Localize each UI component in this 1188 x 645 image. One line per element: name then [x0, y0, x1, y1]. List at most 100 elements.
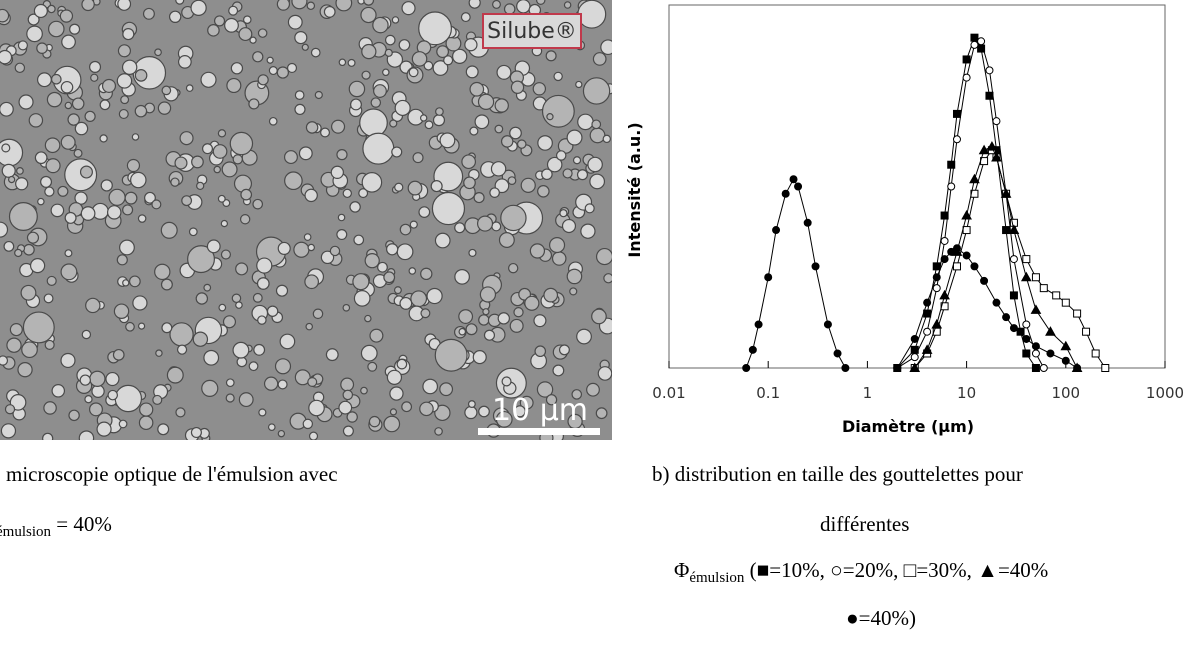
droplet: [541, 94, 575, 128]
droplet: [67, 113, 80, 126]
droplet: [96, 421, 112, 437]
marker: [970, 33, 979, 42]
droplet: [132, 295, 148, 311]
droplet: [257, 315, 267, 325]
droplet: [0, 221, 9, 238]
x-tick-label: 1000: [1146, 384, 1184, 402]
droplet: [587, 156, 603, 173]
droplet: [513, 307, 524, 318]
droplet: [89, 402, 103, 417]
marker: [1009, 291, 1018, 300]
droplet: [45, 158, 61, 174]
droplet: [361, 43, 377, 60]
droplet: [238, 392, 254, 408]
droplet: [516, 0, 531, 14]
droplet: [73, 148, 83, 158]
droplet: [478, 405, 490, 418]
droplet: [228, 5, 239, 16]
marker: [932, 273, 941, 282]
droplet: [491, 221, 502, 232]
droplet: [545, 394, 558, 406]
droplet: [112, 348, 125, 361]
droplet: [252, 198, 264, 210]
droplet: [277, 379, 288, 390]
droplet: [33, 3, 48, 19]
droplet: [69, 23, 81, 35]
droplet: [212, 144, 228, 159]
droplet: [314, 90, 323, 100]
caption-b-legend: (■=10%, ○=20%, □=30%, ▲=40%: [749, 558, 1049, 582]
droplet: [500, 204, 527, 232]
marker: [932, 284, 941, 293]
x-axis-label: Diamètre (µm): [842, 417, 974, 436]
marker: [841, 364, 850, 372]
droplet: [534, 345, 547, 358]
droplet: [152, 394, 163, 405]
droplet: [257, 74, 269, 86]
marker: [1009, 255, 1018, 264]
marker: [1022, 334, 1031, 343]
droplet: [367, 361, 378, 372]
marker: [910, 353, 919, 362]
droplet: [320, 250, 335, 265]
scale-bar-label: 10 µm: [492, 393, 588, 428]
droplet: [0, 49, 13, 65]
droplet: [346, 411, 358, 423]
droplet: [81, 0, 95, 12]
droplet: [252, 51, 264, 63]
caption-a-line1: microscopie optique de l'émulsion avec: [6, 462, 338, 486]
marker: [1082, 327, 1091, 336]
droplet: [157, 101, 172, 115]
droplet: [434, 427, 443, 436]
droplet: [434, 338, 468, 372]
droplet: [342, 389, 354, 401]
droplet: [576, 169, 589, 181]
droplet: [226, 77, 242, 94]
droplet: [342, 425, 354, 437]
droplet: [507, 176, 517, 186]
caption-b-symbol: Φ: [674, 558, 690, 582]
droplet: [100, 179, 113, 192]
marker: [947, 182, 956, 191]
droplet: [181, 195, 193, 207]
droplet: [537, 185, 550, 198]
droplet: [230, 62, 244, 75]
x-tick-label: 100: [1051, 384, 1080, 402]
droplet: [586, 382, 600, 397]
droplet: [81, 329, 92, 340]
droplet: [113, 303, 130, 319]
droplet: [17, 40, 28, 51]
droplet: [536, 381, 554, 398]
droplet: [157, 423, 170, 436]
droplet: [225, 393, 235, 403]
droplet: [293, 241, 310, 258]
droplet: [419, 114, 428, 122]
droplet: [174, 156, 188, 170]
droplet: [338, 400, 353, 415]
droplet: [131, 133, 140, 141]
x-tick-label: 0.1: [756, 384, 780, 402]
droplet: [589, 127, 606, 144]
droplet: [161, 85, 172, 96]
droplet: [420, 308, 431, 319]
droplet: [476, 215, 494, 232]
caption-b-line1: b) distribution en taille des gouttelett…: [652, 462, 1023, 486]
caption-b-line3: Φémulsion (■=10%, ○=20%, □=30%, ▲=40%: [674, 558, 1048, 587]
droplet: [465, 323, 478, 336]
marker: [1022, 255, 1031, 264]
droplet: [1, 163, 16, 178]
droplet: [434, 404, 451, 422]
marker: [992, 117, 1001, 126]
droplet: [430, 180, 443, 193]
droplet: [21, 341, 38, 359]
label-box: [482, 13, 582, 49]
droplet: [217, 194, 226, 203]
droplet: [325, 348, 339, 362]
droplet: [363, 0, 375, 6]
droplet: [558, 344, 570, 356]
marker: [910, 334, 919, 343]
droplet: [137, 322, 146, 330]
droplet: [200, 71, 217, 88]
caption-b-line2: différentes: [820, 512, 910, 536]
droplet: [396, 243, 414, 261]
